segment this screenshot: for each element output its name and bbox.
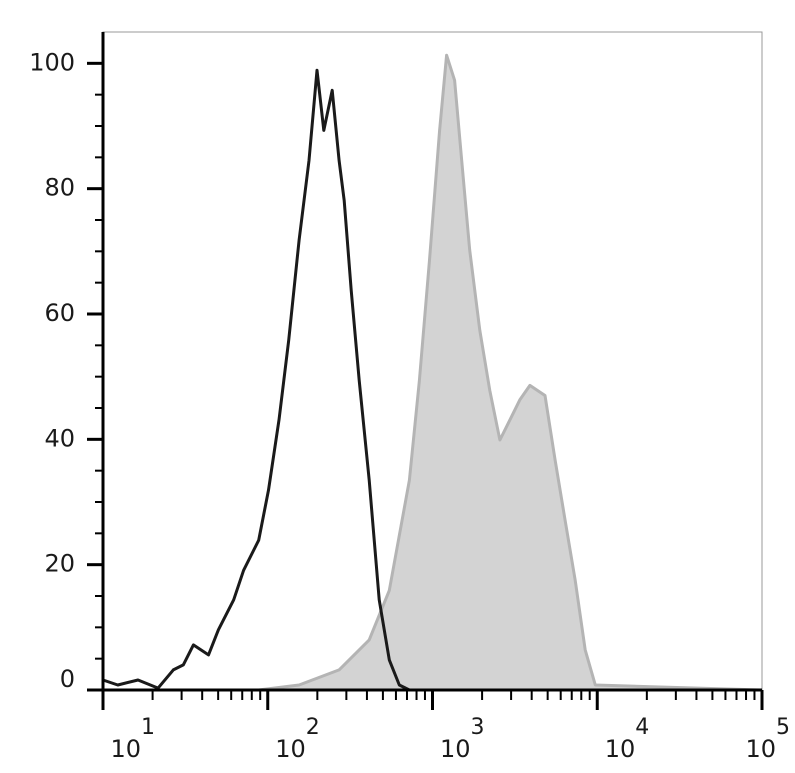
x-tick-label: 105: [745, 715, 790, 763]
x-tick-label: 102: [275, 715, 320, 763]
x-tick-label: 101: [110, 715, 155, 763]
histogram-line: [103, 53, 762, 692]
x-tick-exponent: 2: [306, 715, 320, 740]
y-tick-label: 0: [60, 665, 75, 693]
x-tick-label: 103: [440, 715, 485, 763]
y-tick-label: 40: [44, 424, 75, 452]
x-tick-base: 10: [440, 735, 471, 763]
x-tick-base: 10: [275, 735, 306, 763]
x-tick-base: 10: [745, 735, 776, 763]
x-tick-base: 10: [110, 735, 141, 763]
x-tick-exponent: 5: [776, 715, 790, 740]
x-tick-exponent: 3: [471, 715, 485, 740]
y-tick-label: 100: [29, 48, 75, 76]
histogram-area: [103, 55, 761, 690]
x-tick-exponent: 4: [635, 715, 649, 740]
histogram-line: [102, 68, 761, 692]
x-tick-base: 10: [605, 735, 636, 763]
x-tick-label: 104: [605, 715, 650, 763]
y-tick-label: 20: [44, 550, 75, 578]
x-tick-exponent: 1: [141, 715, 155, 740]
y-tick-label: 80: [44, 174, 75, 202]
y-tick-label: 60: [44, 299, 75, 327]
